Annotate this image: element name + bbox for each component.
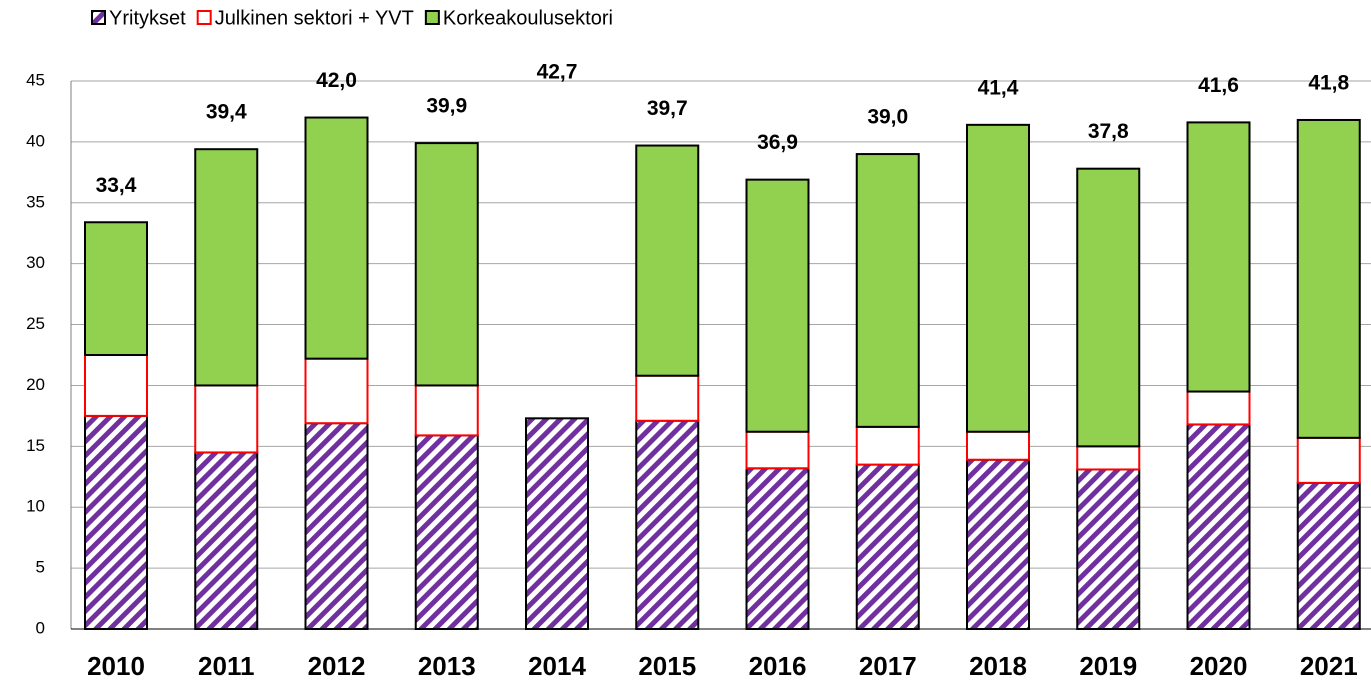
bar-segment [414,142,479,387]
bar-segment [194,384,259,454]
bar-segment [745,430,810,470]
x-tick-label: 2015 [638,651,696,681]
bar-segment [84,221,148,356]
y-tick-label: 45 [26,70,45,89]
legend-label: Julkinen sektori + YVT [215,7,414,29]
total-label: 39,0 [867,106,908,129]
total-label: 42,0 [316,69,357,92]
total-label: 36,9 [757,131,798,154]
y-tick-label: 40 [26,131,45,150]
bar-segment [414,434,479,630]
x-tick-label: 2012 [308,651,366,681]
bar-segment [966,458,1030,630]
bar-segment [745,178,810,433]
x-tick-label: 2019 [1079,651,1137,681]
bar-segment [84,414,148,630]
x-tick-label: 2016 [749,651,807,681]
bar-segment [414,384,479,437]
bar-segment [635,374,700,422]
x-tick-label: 2011 [198,651,254,681]
bar-segment [1186,423,1251,630]
bar-segment [855,463,920,630]
total-label: 33,4 [96,174,137,197]
legend-swatch [424,10,440,25]
x-tick-label: 2021 [1300,651,1358,681]
total-label: 37,8 [1088,120,1129,143]
bar-segment [84,354,148,417]
total-label: 41,8 [1308,72,1349,95]
legend-label: Yritykset [109,7,186,29]
y-tick-label: 10 [26,497,45,516]
bar-segment [1296,436,1361,484]
legend-label: Korkeakoulusektori [443,7,613,29]
bar-segment [745,467,810,630]
legend-swatch [91,10,106,25]
bar-segment [1186,121,1251,393]
bar-segment [304,116,369,360]
y-tick-label: 25 [26,314,45,333]
y-tick-label: 20 [26,375,45,394]
x-tick-label: 2014 [528,651,586,681]
bar-segment [1296,118,1361,439]
y-tick-label: 0 [36,618,45,637]
bar-segment [304,422,369,630]
total-label: 39,4 [206,101,247,124]
legend-swatch [196,10,212,25]
y-tick-label: 5 [36,558,45,577]
y-tick-label: 15 [26,436,45,455]
bar-segment [304,357,369,425]
bar-segment [1076,167,1141,448]
bar-segment [1076,468,1141,630]
total-label: 39,9 [426,95,467,118]
bar-segment [966,430,1030,461]
bar-segment [525,417,589,630]
bar-segment [1296,481,1361,630]
total-label: 41,4 [978,76,1019,99]
bar-segment [1076,445,1141,471]
y-tick-label: 30 [26,253,45,272]
x-tick-label: 2017 [859,651,917,681]
bar-segment [194,451,259,630]
x-tick-label: 2010 [87,651,145,681]
y-tick-label: 35 [26,192,45,211]
x-tick-label: 2013 [418,651,476,681]
total-label: 42,7 [537,61,578,84]
bar-segment [966,123,1030,433]
x-tick-label: 2018 [969,651,1027,681]
bar-segment [194,148,259,387]
bar-segment [855,425,920,466]
bar-segment [855,153,920,428]
bar-segment [635,419,700,631]
total-label: 41,6 [1198,74,1239,97]
bar-segment [635,144,700,377]
bar-segment [1186,390,1251,426]
x-tick-label: 2020 [1190,651,1248,681]
total-label: 39,7 [647,97,688,120]
